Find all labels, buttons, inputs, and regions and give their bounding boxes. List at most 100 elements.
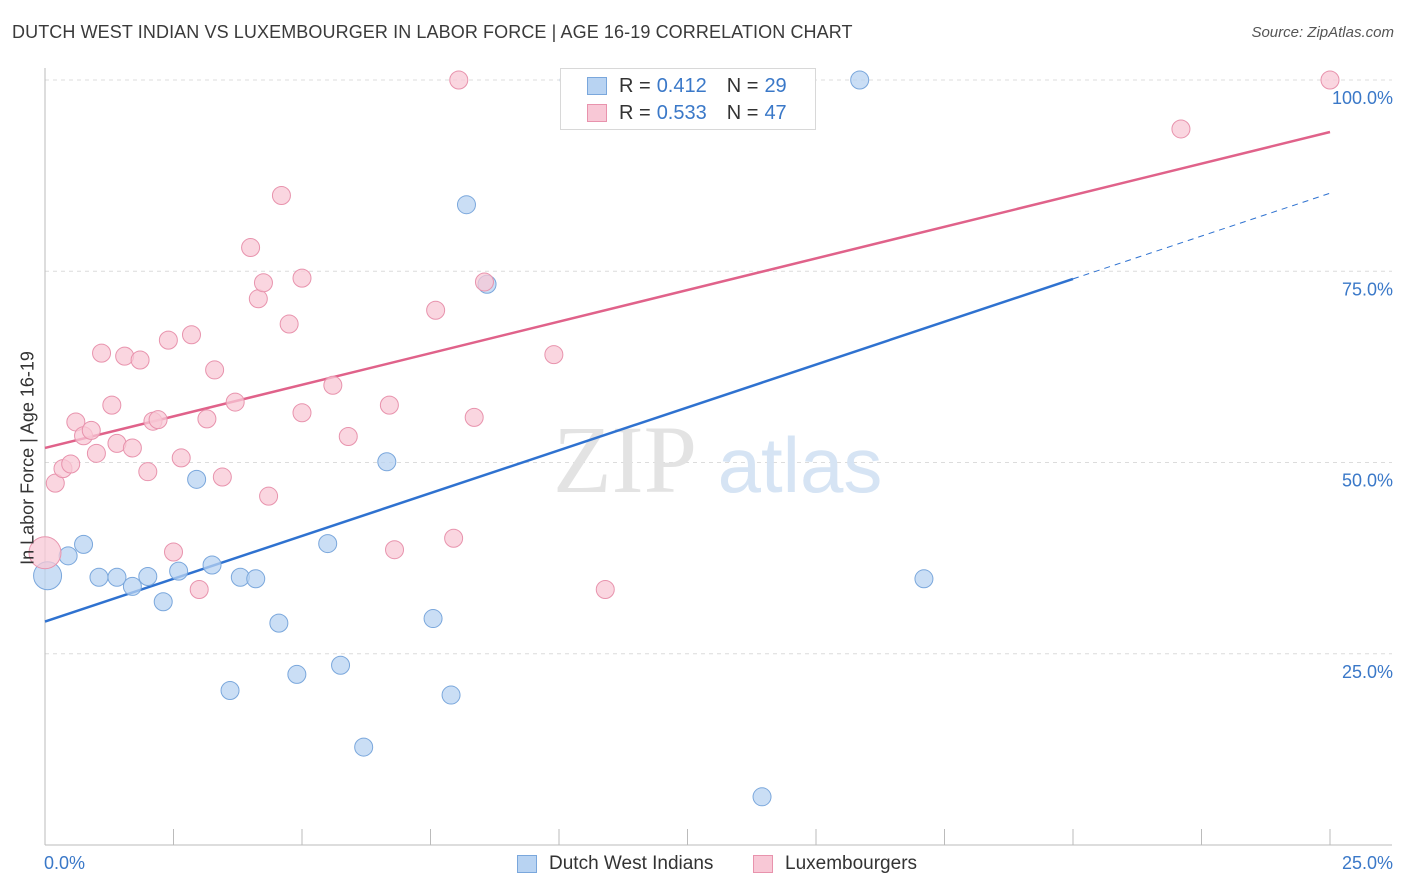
point-luxembourgers — [271, 186, 291, 206]
legend-n-value: 29 — [764, 74, 787, 97]
legend-n-label: N = — [726, 101, 759, 124]
point-luxembourgers — [248, 289, 268, 309]
point-luxembourgers — [323, 375, 343, 395]
watermark-atlas: atlas — [718, 421, 883, 509]
point-luxembourgers — [189, 579, 209, 599]
point-luxembourgers — [102, 395, 122, 415]
point-dutch-west-indians — [58, 546, 78, 566]
point-luxembourgers — [164, 542, 183, 562]
point-luxembourgers — [426, 300, 446, 320]
legend-r-value: 0.412 — [656, 74, 707, 97]
data-points — [28, 70, 1340, 807]
point-dutch-west-indians — [354, 737, 374, 757]
bottom-legend-swatch-pink — [753, 855, 773, 873]
point-luxembourgers — [464, 407, 484, 427]
legend-n-value: 47 — [764, 101, 787, 124]
y-tick-label: 25.0% — [1342, 662, 1393, 682]
legend-swatch-pink — [587, 104, 607, 122]
legend-r-label: R = — [619, 101, 651, 124]
point-dutch-west-indians — [850, 70, 870, 90]
legend-row-luxembourgers: R = 0.533 N = 47 — [587, 101, 787, 125]
point-luxembourgers — [444, 528, 464, 548]
bottom-legend-label: Dutch West Indians — [549, 853, 714, 874]
trend-lines — [44, 130, 1331, 623]
point-luxembourgers — [92, 343, 112, 363]
y-axis-label: In Labor Force | Age 16-19 — [17, 351, 38, 565]
point-dutch-west-indians — [331, 655, 351, 675]
point-dutch-west-indians — [107, 567, 127, 587]
axes — [44, 68, 1392, 846]
point-luxembourgers — [86, 443, 106, 463]
point-luxembourgers — [449, 70, 469, 90]
x-tick-label: 0.0% — [44, 853, 85, 873]
point-dutch-west-indians — [318, 534, 338, 554]
bottom-legend-luxembourgers[interactable]: Luxembourgers — [753, 851, 917, 877]
point-luxembourgers — [338, 426, 358, 446]
point-dutch-west-indians — [202, 555, 222, 575]
point-luxembourgers — [253, 273, 273, 293]
point-luxembourgers — [205, 360, 225, 380]
point-luxembourgers — [385, 540, 405, 560]
point-dutch-west-indians — [423, 609, 443, 629]
point-luxembourgers — [474, 272, 494, 292]
point-luxembourgers — [148, 410, 168, 430]
point-dutch-west-indians — [456, 195, 476, 215]
point-luxembourgers — [130, 350, 150, 370]
point-luxembourgers — [28, 536, 62, 570]
point-luxembourgers — [1320, 70, 1340, 90]
point-dutch-west-indians — [914, 569, 934, 589]
point-dutch-west-indians — [74, 534, 94, 554]
bottom-legend-dutch-west-indians[interactable]: Dutch West Indians — [517, 851, 713, 877]
y-tick-label: 100.0% — [1332, 88, 1393, 108]
point-luxembourgers — [225, 392, 245, 412]
point-dutch-west-indians — [287, 664, 307, 684]
point-luxembourgers — [544, 345, 564, 365]
point-dutch-west-indians — [377, 452, 397, 472]
point-luxembourgers — [292, 268, 312, 288]
source-label: Source: ZipAtlas.com — [1251, 24, 1394, 41]
tick-labels: 100.0% 75.0% 50.0% 25.0% 0.0% 25.0% — [44, 88, 1393, 873]
bottom-legend-label: Luxembourgers — [785, 853, 918, 874]
point-luxembourgers — [122, 438, 142, 458]
point-luxembourgers — [197, 409, 217, 429]
point-luxembourgers — [181, 325, 201, 345]
point-dutch-west-indians — [169, 561, 189, 581]
legend-n-label: N = — [726, 74, 759, 97]
legend-r-value: 0.533 — [656, 101, 707, 124]
trend-extension-dutch-west-indians — [1072, 192, 1331, 280]
point-dutch-west-indians — [89, 567, 109, 587]
point-luxembourgers — [379, 395, 399, 415]
trend-line-luxembourgers — [44, 130, 1331, 450]
chart-title: DUTCH WEST INDIAN VS LUXEMBOURGER IN LAB… — [12, 22, 853, 42]
point-luxembourgers — [171, 448, 191, 468]
point-dutch-west-indians — [187, 469, 207, 489]
point-luxembourgers — [81, 420, 101, 440]
point-dutch-west-indians — [246, 569, 266, 589]
point-luxembourgers — [292, 403, 312, 423]
point-dutch-west-indians — [122, 576, 142, 596]
watermark-zip: ZIP — [553, 406, 697, 513]
correlation-legend: R = 0.412 N = 29 R = 0.533 N = 47 — [560, 68, 816, 130]
point-luxembourgers — [241, 238, 261, 258]
legend-swatch-blue — [587, 77, 607, 95]
watermark: ZIP atlas — [553, 406, 882, 513]
point-dutch-west-indians — [752, 787, 772, 807]
point-luxembourgers — [212, 467, 232, 487]
point-dutch-west-indians — [441, 685, 461, 705]
point-luxembourgers — [158, 330, 178, 350]
point-luxembourgers — [61, 454, 81, 474]
x-tick-label: 25.0% — [1342, 853, 1393, 873]
point-dutch-west-indians — [138, 566, 158, 586]
point-luxembourgers — [138, 462, 158, 482]
point-luxembourgers — [595, 579, 615, 599]
point-luxembourgers — [1171, 119, 1191, 139]
point-luxembourgers — [259, 486, 279, 506]
legend-row-dutch-west-indians: R = 0.412 N = 29 — [587, 74, 787, 98]
y-tick-label: 75.0% — [1342, 279, 1393, 299]
point-luxembourgers — [279, 314, 299, 334]
point-dutch-west-indians — [153, 592, 173, 612]
legend-r-label: R = — [619, 74, 651, 97]
point-dutch-west-indians — [220, 680, 240, 700]
y-tick-label: 50.0% — [1342, 471, 1393, 491]
